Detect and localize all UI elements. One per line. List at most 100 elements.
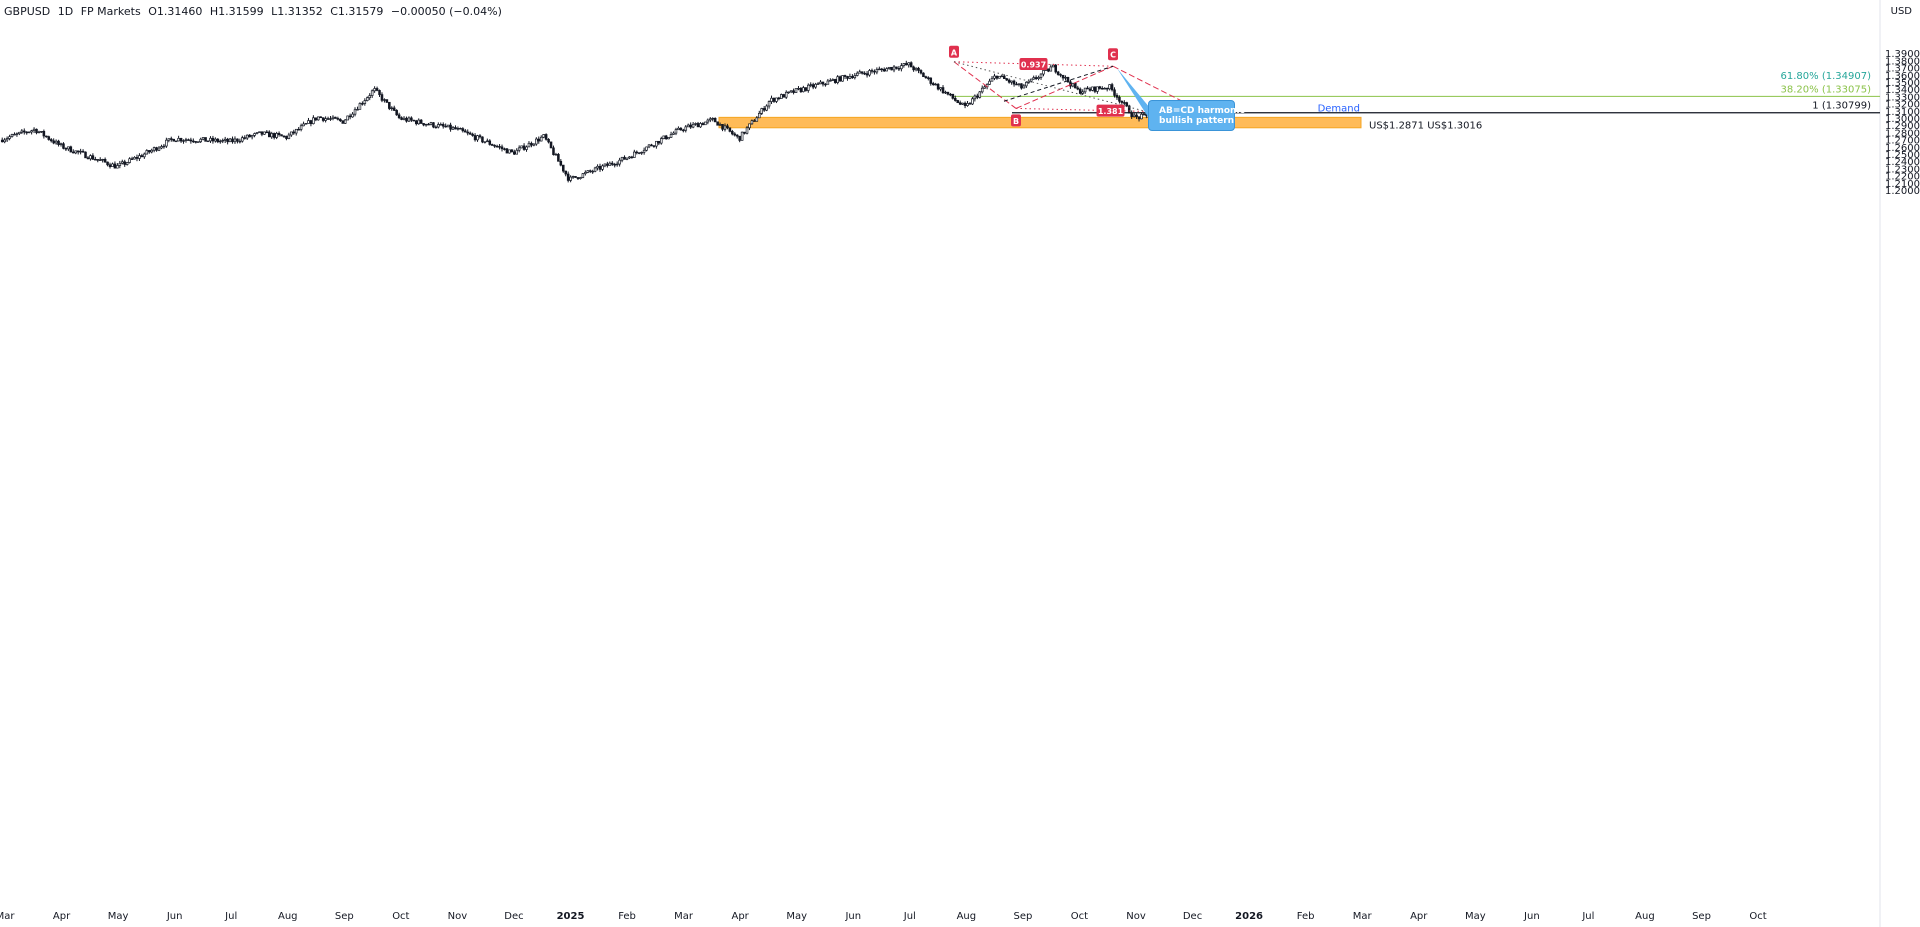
ratio-label: 1.381 — [1098, 107, 1124, 116]
candle-body — [172, 138, 176, 142]
candle-body — [843, 75, 847, 77]
price-tick-label: 1.37000 — [1885, 64, 1920, 75]
candle-body — [539, 136, 543, 142]
candle-body — [1032, 77, 1035, 80]
candle-body — [542, 134, 545, 138]
candle-body — [89, 155, 92, 160]
candle-body — [459, 128, 462, 130]
candle-body — [772, 97, 776, 102]
candle-body — [1100, 88, 1104, 90]
candle-body — [963, 102, 967, 106]
price-tick-label: 1.32000 — [1885, 100, 1920, 111]
candle-body — [312, 117, 315, 125]
candle-body — [49, 139, 53, 142]
candle-body — [1130, 112, 1133, 118]
candle-body — [939, 87, 942, 90]
candle-body — [1108, 84, 1111, 90]
candle-body — [586, 170, 590, 173]
candle-body — [67, 146, 70, 150]
candle-body — [510, 149, 514, 153]
ratio-label: 0.937 — [1021, 60, 1046, 69]
candle-body — [713, 117, 717, 123]
pattern-callout[interactable]: AB=CD harmonic bullish pattern — [1148, 100, 1245, 131]
candle-body — [897, 68, 901, 70]
candle-body — [473, 135, 477, 141]
candle-body — [1049, 66, 1053, 72]
candle-body — [549, 141, 553, 149]
candle-body — [711, 117, 714, 120]
candle-body — [858, 71, 861, 74]
candle-body — [557, 154, 560, 162]
candle-body — [45, 135, 48, 138]
candle-body — [204, 137, 207, 142]
candle-body — [140, 155, 144, 158]
candle-body — [341, 120, 345, 124]
candle-body — [388, 101, 391, 109]
candle-body — [780, 94, 783, 99]
candle-body — [659, 138, 663, 144]
candle-body — [177, 138, 180, 142]
candle-body — [664, 135, 668, 140]
candle-body — [824, 83, 827, 86]
candle-body — [814, 83, 817, 88]
candle-body — [777, 97, 781, 100]
price-axis[interactable]: 1.390001.380001.370001.360001.350001.340… — [1885, 49, 1920, 197]
candle-body — [437, 124, 440, 128]
pattern-trendline — [1003, 65, 1114, 102]
candle-body — [601, 165, 604, 170]
candle-body — [799, 88, 803, 93]
price-tick-label: 1.21000 — [1885, 179, 1920, 190]
pattern-leg-ab — [953, 61, 1017, 109]
candle-body — [324, 118, 327, 121]
time-axis[interactable]: Mar Apr May Jun Jul Aug Sep Oct Nov Dec 2025 Feb Mar… — [0, 911, 1767, 922]
candle-body — [233, 138, 237, 143]
candle-body — [130, 158, 134, 160]
currency-label[interactable]: USD — [1890, 6, 1912, 17]
candle-body — [912, 66, 915, 71]
candle-body — [927, 77, 930, 79]
candle-body — [147, 150, 151, 153]
candle-body — [211, 137, 215, 142]
candle-body — [47, 136, 51, 140]
candle-body — [765, 105, 768, 111]
candle-body — [819, 81, 822, 85]
candle-body — [196, 141, 200, 143]
candle-body — [973, 95, 977, 100]
candle-body — [833, 79, 837, 83]
candle-body — [13, 133, 16, 136]
candle-body — [740, 131, 744, 141]
candle-body — [461, 128, 465, 132]
candle-body — [936, 83, 940, 90]
candle-body — [1007, 79, 1011, 83]
candle-body — [57, 140, 60, 145]
candle-body — [1047, 68, 1050, 72]
candle-body — [285, 135, 288, 139]
candle-body — [603, 163, 607, 167]
time-tick-label: Nov — [448, 911, 468, 922]
candle-body — [334, 116, 337, 119]
candle-body — [635, 151, 639, 154]
candle-body — [277, 133, 281, 136]
pattern-point-badge — [1108, 48, 1118, 61]
candle-body — [892, 66, 896, 71]
candle-body — [375, 88, 379, 91]
candle-body — [302, 123, 305, 127]
symbol-legend[interactable]: GBPUSD 1D FP Markets O1.31460 H1.31599 L… — [4, 5, 506, 18]
candle-body — [1135, 114, 1138, 118]
candle-body — [831, 79, 835, 81]
candle-body — [221, 139, 225, 142]
candle-body — [686, 124, 690, 128]
candle-body — [18, 131, 21, 135]
demand-zone-box — [718, 116, 1362, 129]
candle-body — [1127, 105, 1131, 114]
candle-body — [468, 132, 472, 135]
candle-body — [797, 88, 800, 90]
candle-body — [91, 155, 95, 160]
candle-body — [366, 97, 369, 101]
fib-levels[interactable]: 61.80% (1.34907) 38.20% (1.33075) 1 (1.307… — [954, 71, 1880, 114]
candle-body — [319, 116, 322, 119]
candle-body — [1042, 70, 1045, 75]
demand-zone[interactable]: Demand US$1.2871 US$1.3016 — [718, 103, 1482, 131]
candle-body — [914, 67, 918, 71]
